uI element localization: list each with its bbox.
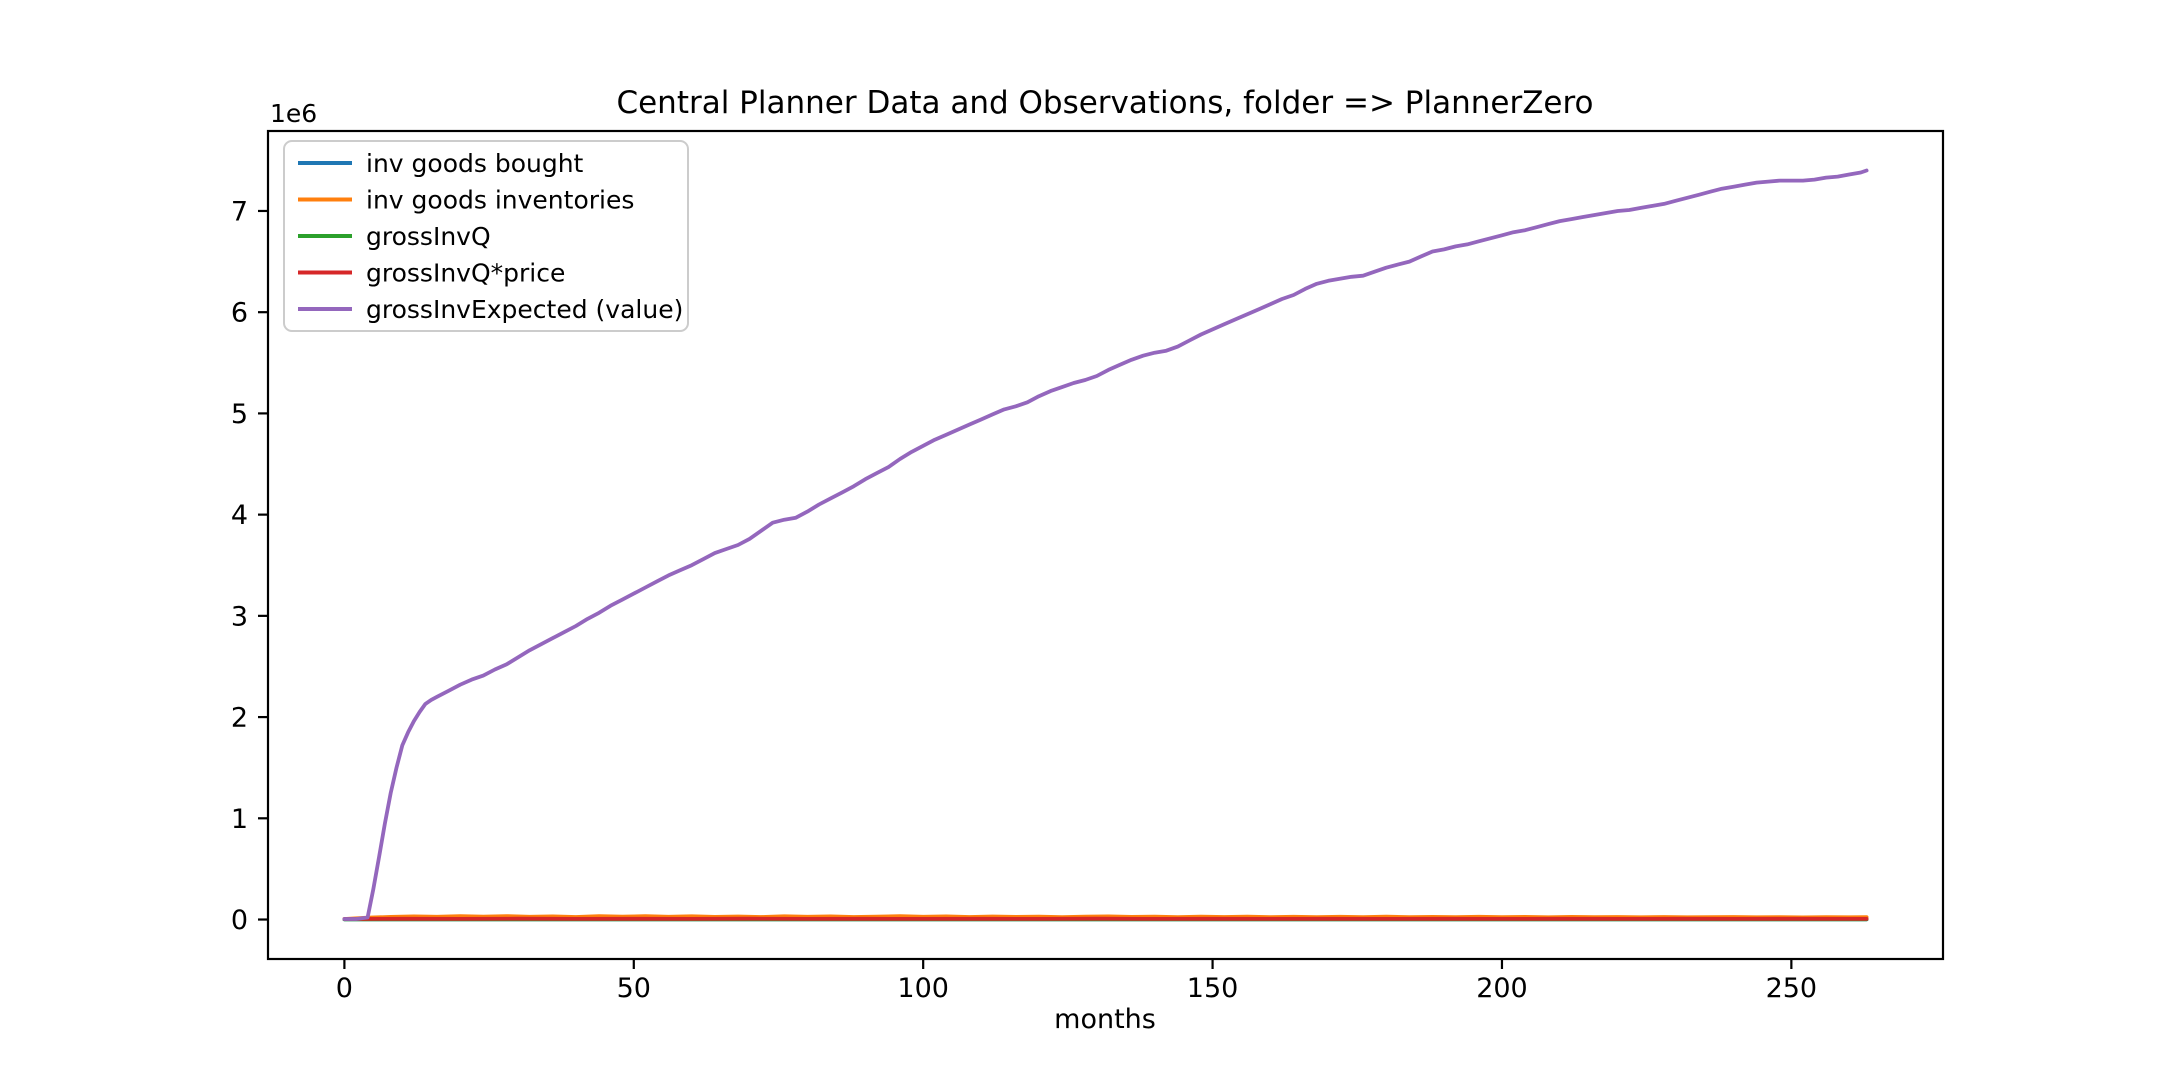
legend-label: inv goods bought (366, 149, 584, 178)
y-tick-label: 1 (231, 804, 248, 835)
x-tick-label: 250 (1766, 973, 1818, 1004)
legend-label: grossInvExpected (value) (366, 295, 683, 324)
x-tick-label: 0 (336, 973, 353, 1004)
series-line-grossinvexpected-value- (342, 168, 1869, 921)
x-tick-label: 100 (897, 973, 949, 1004)
legend-label: grossInvQ (366, 222, 491, 251)
x-tick-label: 200 (1476, 973, 1528, 1004)
y-tick-label: 4 (231, 500, 248, 531)
plot-area (266, 129, 1945, 961)
x-tick-label: 50 (617, 973, 651, 1004)
x-axis-ticks: 0 50 100 150 200 250 (336, 959, 1817, 1004)
legend-label: inv goods inventories (366, 186, 634, 215)
y-tick-label: 0 (231, 905, 248, 936)
x-tick-label: 150 (1187, 973, 1239, 1004)
y-tick-label: 6 (231, 298, 248, 329)
y-axis-ticks: 0 1 2 3 4 5 6 7 (231, 196, 268, 936)
legend-label: grossInvQ*price (366, 259, 565, 288)
chart-title: Central Planner Data and Observations, f… (616, 85, 1593, 121)
y-tick-label: 3 (231, 601, 248, 632)
y-tick-label: 2 (231, 703, 248, 734)
y-tick-label: 7 (231, 196, 248, 227)
x-axis-label: months (1054, 1004, 1156, 1035)
y-axis-offset-label: 1e6 (270, 99, 317, 128)
series-lines (342, 168, 1869, 922)
legend: inv goods bought inv goods inventories gro… (283, 140, 689, 332)
legend-box (283, 140, 689, 332)
y-tick-label: 5 (231, 399, 248, 430)
